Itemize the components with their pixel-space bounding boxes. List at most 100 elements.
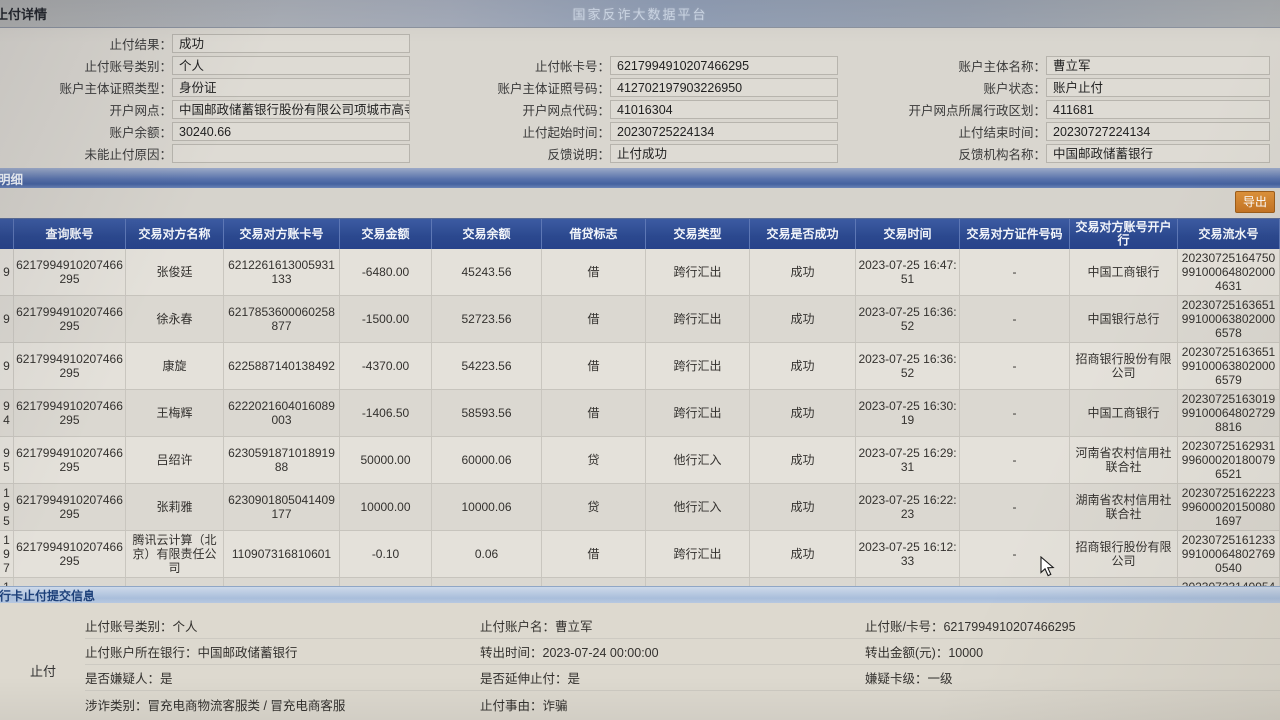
field-value: 412702197903226950	[610, 77, 838, 97]
detail-row: 开户网点： 中国邮政储蓄银行股份有限公司项城市高寺... 开户网点代码： 410163…	[0, 98, 1276, 120]
detail-field: 账户状态： 账户止付	[848, 76, 1280, 98]
field-label: 未能止付原因：	[84, 147, 172, 162]
cell-rowid-fragment: 9	[0, 249, 14, 295]
window-titlebar: 止付详情 国家反诈大数据平台	[0, 0, 1280, 28]
table-row: 9 6217994910207466295 康旋 6225887140138492 -4…	[0, 343, 1280, 390]
submission-field: 转出时间：2023-07-24 00:00:00	[480, 646, 659, 660]
table-cell: 跨行汇出	[646, 249, 750, 295]
table-cell: 招商银行股份有限公司	[1070, 531, 1178, 577]
table-cell: 52723.56	[432, 296, 542, 342]
field-value: 30240.66	[172, 121, 410, 141]
table-cell: -	[960, 531, 1070, 577]
table-cell: 6217994910207466295	[14, 484, 126, 530]
table-cell: 张莉雅	[126, 484, 224, 530]
table-cell: 2023-07-25 16:30:19	[856, 390, 960, 436]
submission-field: 止付账户所在银行：中国邮政储蓄银行	[85, 646, 298, 660]
field-label: 开户网点：	[109, 103, 172, 118]
cell-rowid-fragment: 9 5	[0, 437, 14, 483]
table-cell: 跨行汇出	[646, 390, 750, 436]
table-cell: 20230725161233991000648027690540	[1178, 531, 1280, 577]
table-cell: 借	[542, 296, 646, 342]
header-cell: 交易金额	[340, 219, 432, 249]
header-cell: 交易对方证件号码	[960, 219, 1070, 249]
header-cell: 借贷标志	[542, 219, 646, 249]
table-cell: 中国工商银行	[1070, 390, 1178, 436]
submission-field: 止付账号类别：个人	[85, 620, 198, 634]
table-cell: -	[960, 343, 1070, 389]
mouse-cursor	[1040, 556, 1055, 577]
table-cell: 0.06	[432, 531, 542, 577]
table-row: 19 7 6217994910207466295 腾讯云计算（北京）有限责任公司 11…	[0, 531, 1280, 578]
table-cell: 2023-07-25 16:29:31	[856, 437, 960, 483]
table-cell: 跨行汇出	[646, 531, 750, 577]
table-cell: 王梅辉	[126, 390, 224, 436]
field-value: 账户止付	[1046, 77, 1270, 97]
table-cell: 2023-07-25 16:22:23	[856, 484, 960, 530]
table-cell: 张俊廷	[126, 249, 224, 295]
submission-field: 止付账户名：曹立军	[480, 620, 593, 634]
table-cell: 成功	[750, 437, 856, 483]
detail-field: 账户余额： 30240.66	[0, 120, 420, 142]
field-value: 曹立军	[1046, 55, 1270, 75]
submission-section-title: 银行卡止付提交信息	[0, 588, 96, 603]
table-cell: 20230725164750991000648020004631	[1178, 249, 1280, 295]
detail-field: 止付结果： 成功	[0, 32, 420, 54]
export-button[interactable]: 导出	[1234, 191, 1275, 213]
header-cell: 交易时间	[856, 219, 960, 249]
detail-form: 止付结果： 成功 止付账号类别： 个人 止付帐卡号： 621799491020746629…	[0, 32, 1276, 164]
table-row: 9 6217994910207466295 张俊廷 62122616130059311…	[0, 249, 1280, 296]
detail-field: 账户主体名称： 曹立军	[848, 54, 1280, 76]
cell-rowid-fragment: 9	[0, 343, 14, 389]
detail-field: 止付结束时间： 20230727224134	[848, 120, 1280, 142]
table-cell: 2023-07-25 16:12:33	[856, 531, 960, 577]
submission-field: 止付事由：诈骗	[480, 698, 568, 713]
page-title: 止付详情	[0, 7, 48, 22]
app-title: 国家反诈大数据平台	[572, 7, 708, 22]
table-cell: 10000.00	[340, 484, 432, 530]
submission-field: 是否延伸止付：是	[480, 672, 581, 686]
detail-field: 未能止付原因：	[0, 142, 420, 164]
field-value: 20230725224134	[610, 121, 838, 141]
table-cell: 2023-07-25 16:36:52	[856, 296, 960, 342]
field-value: 成功	[172, 33, 410, 53]
table-cell: 6225887140138492	[224, 343, 340, 389]
field-label: 账户状态：	[983, 81, 1046, 96]
detail-field: 账户主体证照号码： 412702197903226950	[420, 76, 848, 98]
stop-payment-detail-panel: 止付结果： 成功 止付账号类别： 个人 止付帐卡号： 621799491020746629…	[0, 28, 1280, 168]
table-body: 9 6217994910207466295 张俊廷 62122616130059311…	[0, 249, 1280, 625]
submission-field: 涉诈类别：冒充电商物流客服类 / 冒充电商客服	[85, 698, 346, 713]
transactions-panel: 导出 查询账号 交易对方名称 交易对方账卡号 交易金额 交易余额 借贷标志 交易类型 交易是否…	[0, 188, 1280, 655]
table-cell: 54223.56	[432, 343, 542, 389]
transactions-section-header: 交易明细	[0, 168, 1280, 188]
table-cell: 中国银行总行	[1070, 296, 1178, 342]
table-cell: -4370.00	[340, 343, 432, 389]
table-cell: 跨行汇出	[646, 343, 750, 389]
field-value: 止付成功	[610, 143, 838, 163]
detail-field	[848, 32, 1280, 54]
field-label: 反馈机构名称：	[958, 147, 1046, 162]
submission-panel: 止付 止付账号类别：个人 止付账户名：曹立军 止付账/卡号：621799491020…	[0, 603, 1280, 720]
header-cell: 交易流水号	[1178, 219, 1280, 249]
table-cell: 借	[542, 531, 646, 577]
table-cell: 20230725163651991000638020006579	[1178, 343, 1280, 389]
table-cell: -	[960, 484, 1070, 530]
field-label: 账户主体证照类型：	[59, 81, 172, 96]
table-cell: 20230725163651991000638020006578	[1178, 296, 1280, 342]
header-cell: 交易是否成功	[750, 219, 856, 249]
table-cell: 成功	[750, 531, 856, 577]
table-cell: 50000.00	[340, 437, 432, 483]
table-cell: -6480.00	[340, 249, 432, 295]
detail-row: 账户主体证照类型： 身份证 账户主体证照号码： 412702197903226950 账…	[0, 76, 1276, 98]
detail-field: 止付账号类别： 个人	[0, 54, 420, 76]
submission-row: 止付账户所在银行：中国邮政储蓄银行 转出时间：2023-07-24 00:00:0…	[85, 639, 1280, 665]
detail-field: 账户主体证照类型： 身份证	[0, 76, 420, 98]
field-value	[172, 143, 410, 163]
detail-field: 反馈说明： 止付成功	[420, 142, 848, 164]
cell-rowid-fragment: 9	[0, 296, 14, 342]
table-cell: 成功	[750, 296, 856, 342]
field-label: 账户余额：	[109, 125, 172, 140]
detail-row: 止付结果： 成功	[0, 32, 1276, 54]
detail-field: 反馈机构名称： 中国邮政储蓄银行	[848, 142, 1280, 164]
transactions-section-title: 交易明细	[0, 172, 24, 187]
